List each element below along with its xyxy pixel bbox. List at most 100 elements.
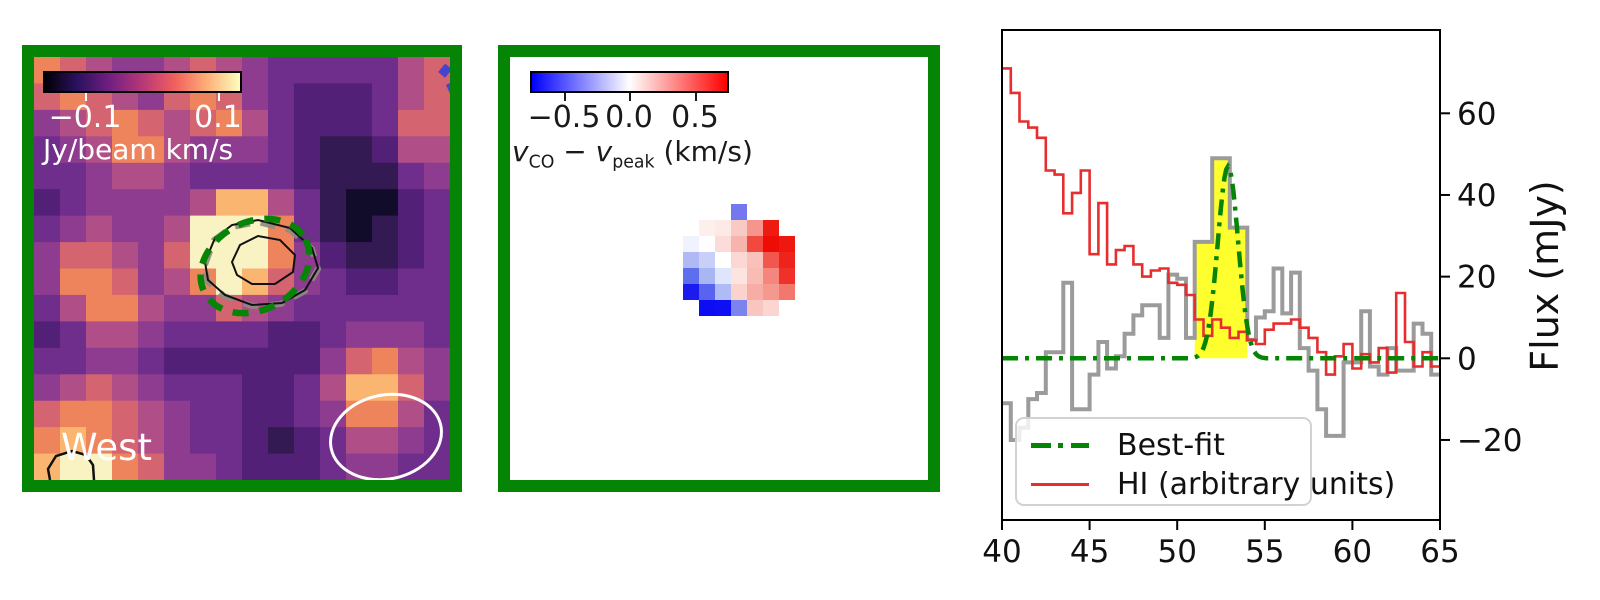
heatmap-cell xyxy=(268,136,295,164)
heatmap-cell xyxy=(346,374,373,402)
heatmap-cell xyxy=(424,453,450,480)
heatmap-cell xyxy=(346,242,373,270)
heatmap-cell xyxy=(138,109,165,137)
heatmap-cell xyxy=(164,242,191,270)
heatmap-cell xyxy=(242,189,269,217)
heatmap-cell xyxy=(190,374,217,402)
heatmap-cell xyxy=(320,268,347,296)
heatmap-cell xyxy=(424,321,450,349)
spectrum-legend: Best-fit HI (arbitrary units) xyxy=(1015,417,1395,506)
heatmap-cell xyxy=(372,242,399,270)
heatmap-cell xyxy=(190,162,217,190)
heatmap-cell xyxy=(320,294,347,322)
heatmap-cell xyxy=(60,162,87,190)
velocity-cell xyxy=(731,268,747,284)
heatmap-cell xyxy=(268,400,295,428)
heatmap-cell xyxy=(34,162,61,190)
heatmap-cell xyxy=(216,242,243,270)
heatmap-cell xyxy=(372,427,399,455)
heatmap-cell xyxy=(294,374,321,402)
heatmap-cell xyxy=(398,427,425,455)
velocity-cell xyxy=(763,268,779,284)
velocity-cbar-unit: vCO − vpeak (km/s) xyxy=(512,137,753,178)
heatmap-cell xyxy=(86,162,113,190)
velocity-cell xyxy=(779,284,795,300)
heatmap-cell xyxy=(398,347,425,375)
x-tick-label: 55 xyxy=(1245,534,1284,570)
heatmap-cell xyxy=(424,215,450,243)
moment0-panel: −0.1 0.1 Jy/beam km/s West xyxy=(34,57,450,480)
heatmap-cell xyxy=(60,136,87,164)
heatmap-cell xyxy=(138,162,165,190)
heatmap-cell xyxy=(138,453,165,480)
heatmap-cell xyxy=(112,374,139,402)
heatmap-cell xyxy=(294,400,321,428)
heatmap-cell xyxy=(60,321,87,349)
heatmap-cell xyxy=(138,215,165,243)
heatmap-cell xyxy=(190,347,217,375)
heatmap-cell xyxy=(86,374,113,402)
aperture-ellipse xyxy=(197,215,313,317)
velocity-cell xyxy=(779,236,795,252)
vco-subscript: CO xyxy=(528,152,555,173)
heatmap-cell xyxy=(216,162,243,190)
heatmap-cell xyxy=(398,321,425,349)
colorbar-tick xyxy=(84,93,87,101)
heatmap-cell xyxy=(86,242,113,270)
heatmap-cell xyxy=(216,400,243,428)
heatmap-cell xyxy=(398,242,425,270)
heatmap-cell xyxy=(424,109,450,137)
heatmap-cell xyxy=(190,321,217,349)
heatmap-cell xyxy=(242,321,269,349)
heatmap-cell xyxy=(242,374,269,402)
heatmap-cell xyxy=(346,189,373,217)
moment0-panel-frame xyxy=(22,45,462,492)
heatmap-cell xyxy=(346,268,373,296)
heatmap-cell xyxy=(86,136,113,164)
moment0-map-svg xyxy=(34,57,450,480)
best-fit-curve xyxy=(1002,162,1440,361)
velocity-cell xyxy=(715,236,731,252)
heatmap-cell xyxy=(346,57,373,84)
heatmap-cell xyxy=(398,268,425,296)
heatmap-cell xyxy=(138,347,165,375)
contour-inner xyxy=(230,234,297,285)
heatmap-cell xyxy=(294,453,321,480)
heatmap-cell xyxy=(372,83,399,111)
heatmap-cell xyxy=(268,83,295,111)
heatmap-cell xyxy=(398,83,425,111)
velocity-cell xyxy=(747,284,763,300)
heatmap-cell xyxy=(320,136,347,164)
velocity-cbar-tick-label-mid: 0.0 xyxy=(605,100,653,135)
heatmap-cell xyxy=(34,400,61,428)
heatmap-cell xyxy=(216,347,243,375)
y-tick-label: −20 xyxy=(1457,423,1522,459)
heatmap-cell xyxy=(268,109,295,137)
heatmap-cell xyxy=(60,453,87,480)
velocity-cell xyxy=(763,252,779,268)
colorbar-tick xyxy=(564,93,567,101)
heatmap-cell xyxy=(86,189,113,217)
heatmap-cell xyxy=(372,400,399,428)
heatmap-cell xyxy=(112,109,139,137)
heatmap-cell xyxy=(294,189,321,217)
heatmap-cell xyxy=(268,427,295,455)
moment0-heatmap xyxy=(34,57,450,480)
heatmap-cell xyxy=(320,374,347,402)
velocity-cell xyxy=(779,268,795,284)
heatmap-cell xyxy=(268,162,295,190)
heatmap-cell xyxy=(242,347,269,375)
heatmap-cell xyxy=(268,453,295,480)
highlight-fill xyxy=(1194,158,1248,359)
x-tick-label: 40 xyxy=(982,534,1021,570)
heatmap-cell xyxy=(242,83,269,111)
heatmap-cell xyxy=(242,109,269,137)
colorbar-tick xyxy=(628,93,631,101)
heatmap-cell xyxy=(60,215,87,243)
heatmap-cell xyxy=(424,83,450,111)
heatmap-cell xyxy=(60,374,87,402)
y-tick-label: 40 xyxy=(1457,178,1496,214)
velocity-cell xyxy=(731,284,747,300)
heatmap-cell xyxy=(372,321,399,349)
blue-dash-dot-icon xyxy=(438,63,450,78)
